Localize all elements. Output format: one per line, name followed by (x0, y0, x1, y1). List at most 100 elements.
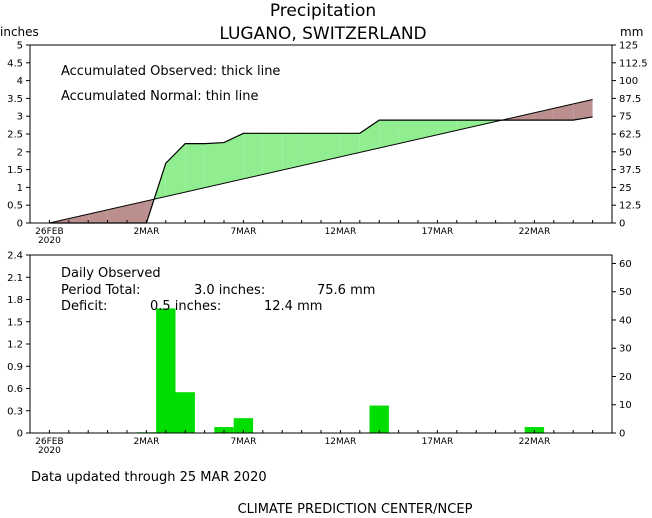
daily-bars-layer (136, 308, 545, 434)
y-tick-label: 20 (619, 372, 632, 383)
y-tick-label: 10 (619, 400, 632, 411)
surplus-area-segment (321, 133, 341, 162)
x-tick-label: 17MAR (422, 227, 454, 237)
deficit-label: Deficit: (61, 299, 107, 314)
x-tick-label: 22MAR (519, 437, 551, 447)
right-unit-label: mm (620, 25, 643, 39)
y-tick-label: 125 (619, 41, 638, 52)
y-tick-label: 0 (619, 219, 625, 230)
x-tick-label: 2MAR (133, 437, 159, 447)
x-tick-label: 12MAR (325, 227, 357, 237)
surplus-area-segment (204, 142, 224, 188)
daily-plot-frame (29, 254, 613, 434)
y-tick-label: 0.5 (7, 201, 23, 212)
y-tick-label: 112.5 (619, 58, 648, 69)
left-unit-label: inches (0, 25, 39, 39)
y-tick-label: 4.5 (7, 58, 23, 69)
y-tick-label: 2.1 (7, 273, 23, 284)
y-tick-label: 0 (619, 429, 625, 440)
chart-location: LUGANO, SWITZERLAND (219, 24, 426, 44)
surplus-area-segment (301, 133, 321, 166)
daily-panel: 00.30.60.91.21.51.82.12.4 0102030405060 … (7, 251, 632, 457)
deficit-area-segment (515, 112, 535, 121)
accumulated-panel: 0 0.5 1 1.5 2 2.5 3 3.5 4 4.5 5 0 12.5 25 37.5 50 62.5 7… (0, 25, 648, 246)
x-tick-label: 7MAR (230, 437, 256, 447)
x-tick-label: 26FEB (35, 227, 64, 237)
deficit-area-segment (127, 200, 147, 223)
daily-bar (233, 418, 254, 433)
y-tick-label: 37.5 (619, 165, 641, 176)
period-total-label: Period Total: (61, 283, 140, 298)
surplus-area-segment (456, 120, 477, 131)
y-tick-label: 40 (619, 315, 632, 326)
daily-y-axis-right: 0 10 20 30 40 50 60 (612, 259, 632, 440)
y-tick-label: 4 (17, 76, 23, 87)
y-tick-label: 0.6 (7, 384, 23, 395)
legend-observed: Accumulated Observed: thick line (61, 64, 280, 79)
updated-note: Data updated through 25 MAR 2020 (31, 470, 267, 485)
y-tick-label: 100 (619, 76, 638, 87)
chart-title: Precipitation (270, 1, 376, 21)
deficit-area-segment (68, 214, 89, 223)
y-tick-label: 50 (619, 147, 632, 158)
y-tick-label: 1.2 (7, 340, 23, 351)
accumulated-y-axis-right: 0 12.5 25 37.5 50 62.5 75 87.5 100 112.5 125 (612, 41, 648, 230)
y-tick-label: 87.5 (619, 94, 641, 105)
y-tick-label: 50 (619, 287, 632, 298)
x-tick-label: 22MAR (519, 227, 551, 237)
surplus-area-segment (185, 143, 205, 193)
surplus-area-segment (359, 120, 380, 153)
deficit-area-segment (573, 99, 593, 121)
surplus-area-segment (262, 133, 283, 175)
x-tick-label: 17MAR (422, 437, 454, 447)
y-tick-label: 62.5 (619, 130, 641, 141)
deficit-area-segment (107, 205, 127, 223)
accumulated-normal-line (49, 98, 593, 224)
x-tick-label: 26FEB (35, 437, 64, 447)
surplus-area-segment (243, 133, 263, 179)
y-tick-label: 30 (619, 344, 632, 355)
accumulated-lines-layer (49, 98, 593, 224)
x-tick-label: 2020 (38, 446, 61, 456)
y-tick-label: 25 (619, 183, 632, 194)
deficit-mm: 12.4 mm (264, 299, 322, 314)
credit-line: CLIMATE PREDICTION CENTER/NCEP (238, 502, 473, 517)
period-total-inches: 3.0 inches: (194, 283, 265, 298)
daily-bar (369, 405, 389, 433)
deficit-inches: 0.5 inches: (150, 299, 221, 314)
surplus-area-segment (340, 133, 360, 157)
y-tick-label: 60 (619, 259, 632, 270)
surplus-area-segment (282, 133, 302, 171)
y-tick-label: 1.5 (7, 317, 23, 328)
y-tick-label: 0 (17, 219, 23, 230)
accumulated-fill-layer (49, 99, 593, 223)
deficit-area-segment (88, 209, 108, 223)
x-tick-label: 7MAR (230, 227, 256, 237)
y-tick-label: 2 (17, 147, 23, 158)
y-tick-label: 5 (17, 41, 23, 52)
x-tick-label: 2MAR (133, 227, 159, 237)
y-tick-label: 3 (17, 112, 23, 123)
y-tick-label: 12.5 (619, 201, 641, 212)
x-tick-label: 12MAR (325, 437, 357, 447)
y-tick-label: 2.4 (7, 251, 23, 262)
deficit-area-segment (534, 108, 554, 121)
y-tick-label: 1.8 (7, 295, 23, 306)
surplus-area-segment (224, 133, 244, 184)
legend-normal: Accumulated Normal: thin line (61, 89, 259, 104)
daily-bar (175, 392, 195, 433)
y-tick-label: 1 (17, 183, 23, 194)
x-tick-label: 2020 (38, 236, 61, 246)
accumulated-y-axis-left: 0 0.5 1 1.5 2 2.5 3 3.5 4 4.5 5 (7, 41, 30, 230)
deficit-area-segment (553, 103, 574, 121)
y-tick-label: 0.3 (7, 406, 23, 417)
y-tick-label: 1.5 (7, 165, 23, 176)
y-tick-label: 0 (17, 429, 23, 440)
surplus-area-segment (418, 120, 438, 140)
y-tick-label: 2.5 (7, 130, 23, 141)
surplus-area-segment (165, 143, 186, 197)
daily-y-axis-left: 0 0.3 0.6 0.9 1.2 1.5 1.8 2.1 2.4 (7, 251, 30, 440)
